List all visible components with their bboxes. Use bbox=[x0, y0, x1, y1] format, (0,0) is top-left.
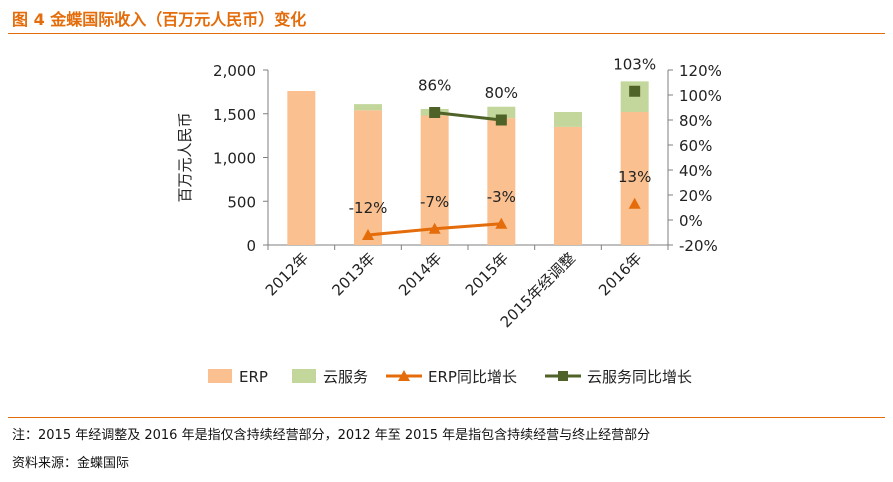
legend-cloud-swatch bbox=[292, 369, 316, 383]
revenue-chart: 0 500 1,000 1,500 2,000 -20% 0% 20% 40% 60% 80% 100… bbox=[176, 55, 722, 386]
legend-cloud-label: 云服务 bbox=[323, 368, 368, 386]
legend-erp-growth-marker bbox=[398, 370, 410, 381]
bar-erp bbox=[554, 126, 582, 245]
y-tick-label-right: 100% bbox=[679, 87, 722, 105]
data-label-erp-growth: -12% bbox=[349, 199, 388, 217]
chart-labels: -12% -7% -3% 13% 86% 80% 103% bbox=[349, 55, 656, 217]
y-tick-label-right: 20% bbox=[679, 187, 712, 205]
y-tick-label-left: 2,000 bbox=[213, 62, 256, 80]
y-axis-title: 百万元人民币 bbox=[176, 112, 194, 202]
legend-cloud-growth-label: 云服务同比增长 bbox=[587, 368, 692, 386]
x-tick-label: 2016年 bbox=[595, 249, 645, 299]
marker-erp-growth bbox=[362, 229, 374, 240]
bar-erp bbox=[287, 91, 316, 245]
marker-erp-growth bbox=[628, 197, 641, 209]
bar-cloud bbox=[354, 104, 382, 111]
marker-cloud-growth bbox=[429, 107, 441, 118]
data-label-cloud-growth: 86% bbox=[418, 77, 451, 95]
figure-note: 注：2015 年经调整及 2016 年是指仅含持续经营部分，2012 年至 20… bbox=[12, 428, 651, 443]
marker-erp-growth bbox=[495, 217, 508, 229]
chart-legend: ERP 云服务 ERP同比增长 云服务同比增长 bbox=[208, 368, 692, 386]
bar-cloud bbox=[554, 112, 582, 127]
y-tick-label-left: 1,500 bbox=[213, 106, 256, 124]
x-tick-label: 2015年 bbox=[462, 249, 512, 299]
note-divider bbox=[8, 417, 885, 418]
y-tick-label-left: 1,000 bbox=[213, 150, 256, 168]
y-tick-label-right: 80% bbox=[679, 112, 712, 130]
data-label-erp-growth: -3% bbox=[487, 188, 516, 206]
legend-erp-label: ERP bbox=[239, 368, 268, 386]
y-tick-label-right: 120% bbox=[679, 62, 722, 80]
x-tick-label: 2012年 bbox=[262, 249, 312, 299]
data-label-erp-growth: 13% bbox=[618, 168, 651, 186]
figure-source: 资料来源：金蝶国际 bbox=[12, 456, 130, 471]
chart-bars bbox=[287, 81, 649, 245]
x-tick-label: 2013年 bbox=[328, 249, 378, 299]
bar-erp bbox=[354, 110, 382, 245]
y-tick-label-right: -20% bbox=[679, 237, 718, 255]
bar-erp bbox=[620, 112, 649, 245]
legend-erp-swatch bbox=[208, 369, 232, 383]
bar-cloud bbox=[487, 106, 516, 119]
legend-erp-growth-label: ERP同比增长 bbox=[428, 368, 517, 386]
x-tick-label: 2014年 bbox=[395, 249, 445, 299]
marker-erp-growth bbox=[428, 222, 441, 234]
data-label-cloud-growth: 103% bbox=[613, 55, 656, 73]
y-tick-label-left: 500 bbox=[227, 193, 256, 211]
legend-cloud-growth-marker bbox=[558, 371, 568, 381]
data-label-cloud-growth: 80% bbox=[485, 84, 518, 102]
data-label-erp-growth: -7% bbox=[420, 193, 449, 211]
y-tick-label-right: 0% bbox=[679, 212, 703, 230]
y-tick-label-right: 60% bbox=[679, 137, 712, 155]
y-tick-label-right: 40% bbox=[679, 162, 712, 180]
marker-cloud-growth bbox=[495, 114, 507, 126]
figure-title: 图 4 金蝶国际收入（百万元人民币）变化 bbox=[12, 10, 307, 29]
line-cloud-growth bbox=[434, 111, 502, 122]
y-tick-label-left: 0 bbox=[246, 237, 256, 255]
chart-lines bbox=[362, 85, 641, 240]
marker-cloud-growth bbox=[629, 85, 641, 97]
title-divider bbox=[8, 33, 885, 34]
